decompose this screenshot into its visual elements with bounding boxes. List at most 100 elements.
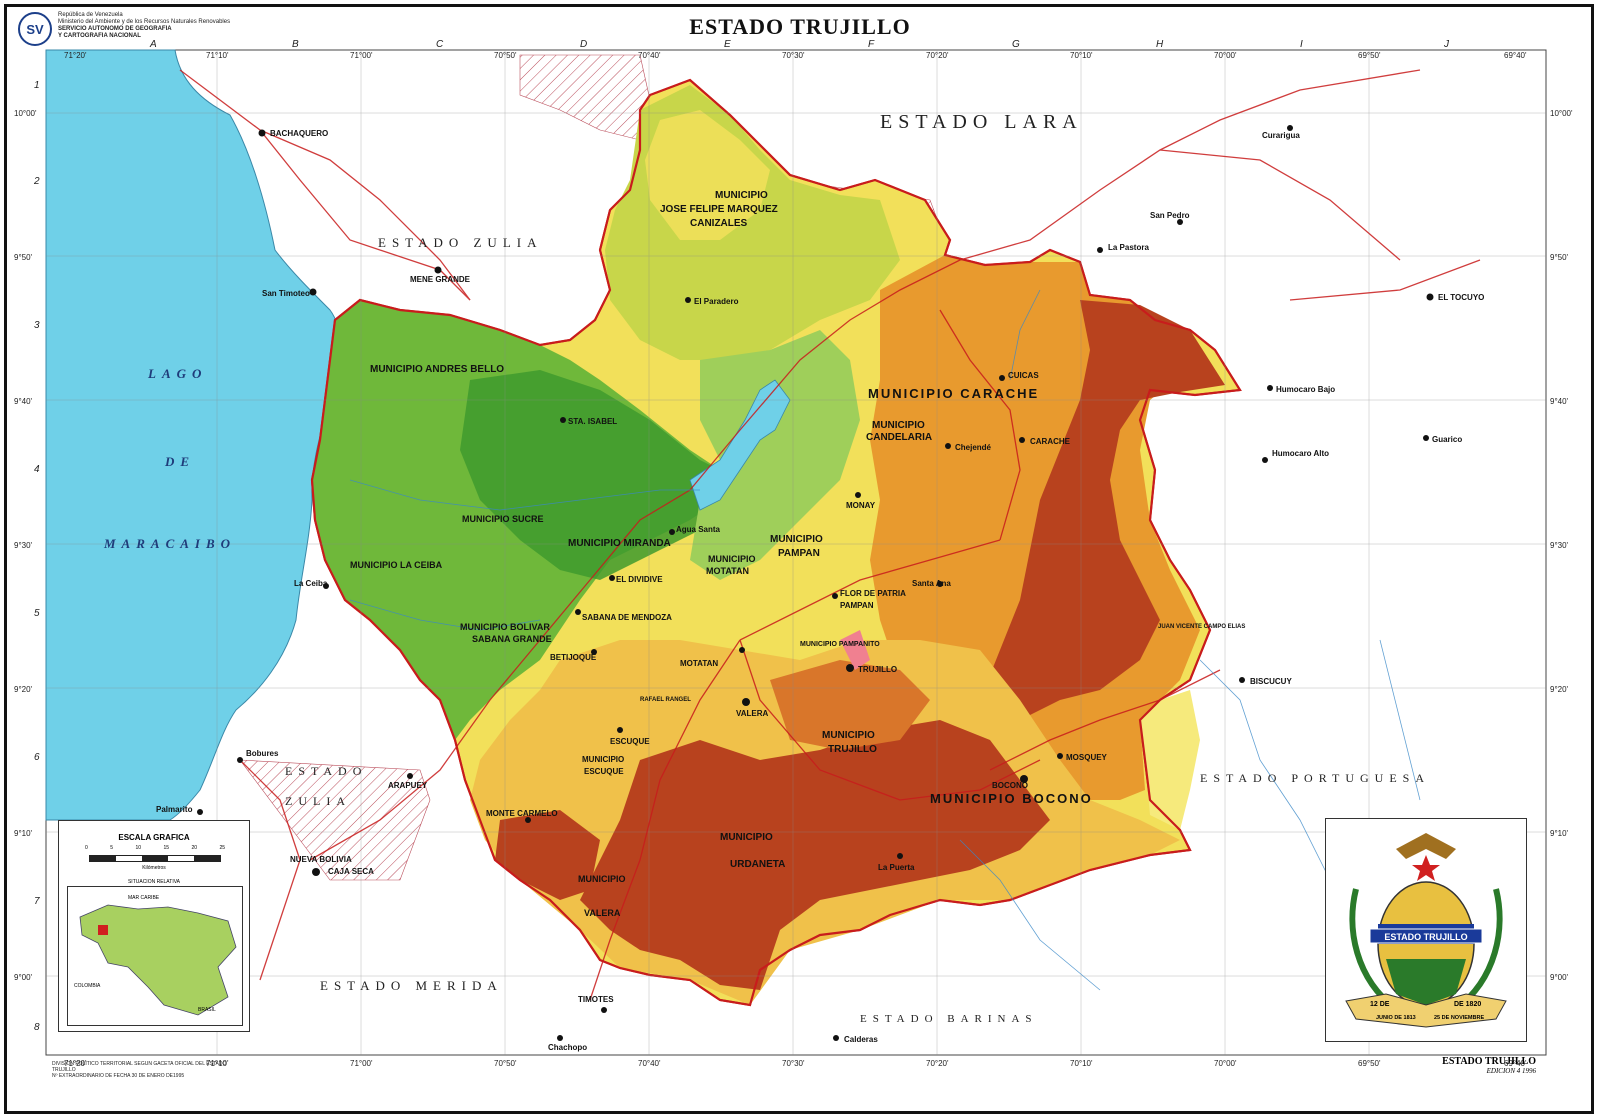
grid-column-letters: A B C D E F G H I J bbox=[149, 39, 1450, 50]
inset-trujillo-marker bbox=[98, 925, 108, 935]
lat-left-1: 9°50' bbox=[14, 253, 33, 262]
grid-lines bbox=[46, 50, 1546, 1055]
city-label-bachaquero: BACHAQUERO bbox=[270, 129, 328, 138]
city-dot-san-timoteo bbox=[309, 288, 317, 296]
elevation-green-dark bbox=[460, 370, 740, 580]
lon-top-0: 71°20' bbox=[64, 51, 87, 60]
city-dot-san-pedro bbox=[1177, 219, 1183, 225]
city-dot-arapuey bbox=[407, 773, 413, 779]
city-dot-la-puerta bbox=[897, 853, 903, 859]
city-label-timotes: TIMOTES bbox=[578, 995, 614, 1004]
city-dot-chejende bbox=[945, 443, 951, 449]
city-dot-betijoque bbox=[591, 649, 597, 655]
coat-banner: ESTADO TRUJILLO bbox=[1384, 932, 1467, 942]
lon-top-3: 70°50' bbox=[494, 51, 517, 60]
city-label-valera: VALERA bbox=[736, 709, 769, 718]
city-dot-sabana-mendoza bbox=[575, 609, 581, 615]
muni-escuque-2: ESCUQUE bbox=[584, 767, 624, 776]
lon-top-9: 69°50' bbox=[1358, 51, 1381, 60]
agency-logo: SV República de Venezuela Ministerio del… bbox=[18, 12, 230, 46]
inset-brasil-label: BRASIL bbox=[198, 1007, 216, 1013]
city-dot-cuicas bbox=[999, 375, 1005, 381]
muni-la-ceiba: MUNICIPIO LA CEIBA bbox=[350, 560, 443, 570]
lat-right-3: 9°30' bbox=[1550, 541, 1569, 550]
city-dot-monay bbox=[855, 492, 861, 498]
city-label-mosquey: MOSQUEY bbox=[1066, 753, 1108, 762]
city-label-humocaro-alto: Humocaro Alto bbox=[1272, 449, 1329, 458]
city-dot-guarico bbox=[1423, 435, 1429, 441]
lat-left-6: 9°00' bbox=[14, 973, 33, 982]
lon-top-2: 71°00' bbox=[350, 51, 373, 60]
scale-bar bbox=[89, 855, 221, 862]
row-num-4: 4 bbox=[34, 464, 40, 475]
col-letter-b: B bbox=[292, 39, 299, 50]
lon-top-10: 69°40' bbox=[1504, 51, 1527, 60]
city-dot-calderas bbox=[833, 1035, 839, 1041]
city-label-monte-carmelo: MONTE CARMELO bbox=[486, 809, 558, 818]
city-label-curarigua: Curarigua bbox=[1262, 131, 1300, 140]
row-num-7: 7 bbox=[34, 896, 40, 907]
bottom-longitudes: 71°20' 71°10' 71°00' 70°50' 70°40' 70°30… bbox=[64, 1059, 1527, 1068]
city-label-monay: MONAY bbox=[846, 501, 876, 510]
row-num-5: 5 bbox=[34, 608, 40, 619]
city-dot-biscucuy bbox=[1239, 677, 1245, 683]
row-num-3: 3 bbox=[34, 320, 40, 331]
agency-line-1: República de Venezuela bbox=[58, 12, 123, 18]
city-label-humocaro-bajo: Humocaro Bajo bbox=[1276, 385, 1335, 394]
scale-tick-2: 10 bbox=[135, 845, 141, 851]
muni-urdaneta-2: URDANETA bbox=[730, 859, 785, 870]
col-letter-h: H bbox=[1156, 39, 1164, 50]
agency-emblem-icon: SV bbox=[18, 12, 52, 46]
muni-motatan-1: MUNICIPIO bbox=[708, 554, 756, 564]
city-dot-sta-isabel bbox=[560, 417, 566, 423]
lon-bot-5: 70°30' bbox=[782, 1059, 805, 1068]
footnote-line-2: Nº EXTRAORDINARIO DE FECHA 30 DE ENERO D… bbox=[52, 1073, 185, 1079]
city-dot-flor-patria bbox=[832, 593, 838, 599]
row-num-8: 8 bbox=[34, 1022, 40, 1033]
col-letter-i: I bbox=[1300, 39, 1303, 50]
lake-label-line3: MARACAIBO bbox=[103, 536, 236, 551]
label-estado-lara: ESTADO LARA bbox=[880, 111, 1083, 133]
agency-line-3: SERVICIO AUTONOMO DE GEOGRAFIA bbox=[58, 26, 172, 32]
elevation-redbrown-southwest bbox=[495, 810, 600, 900]
lon-top-7: 70°10' bbox=[1070, 51, 1093, 60]
lon-bot-0: 71°20' bbox=[64, 1059, 87, 1068]
row-num-6: 6 bbox=[34, 752, 40, 763]
city-dot-bachaquero bbox=[258, 129, 266, 137]
lat-right-1: 9°50' bbox=[1550, 253, 1569, 262]
scale-tick-5: 25 bbox=[219, 845, 225, 851]
coat-of-arms-icon: ESTADO TRUJILLO 12 DE DE 1820 JUNIO DE 1… bbox=[1345, 833, 1507, 1028]
col-letter-a: A bbox=[149, 39, 157, 50]
scale-unit: Kilómetros bbox=[142, 865, 166, 871]
city-dot-carache bbox=[1019, 437, 1025, 443]
lat-left-5: 9°10' bbox=[14, 829, 33, 838]
city-dot-santa-ana bbox=[937, 581, 943, 587]
lat-right-5: 9°10' bbox=[1550, 829, 1569, 838]
ribbon-right: DE 1820 bbox=[1454, 1001, 1481, 1008]
city-label-sabana-mendoza: SABANA DE MENDOZA bbox=[582, 613, 672, 622]
scale-tick-3: 15 bbox=[163, 845, 169, 851]
city-label-bocono: BOCONO bbox=[992, 781, 1028, 790]
inset-sea-label: MAR CARIBE bbox=[128, 895, 160, 901]
lon-bot-6: 70°20' bbox=[926, 1059, 949, 1068]
elevation-lightgreen-center bbox=[690, 330, 860, 580]
situation-inset-map: MAR CARIBE COLOMBIA BRASIL bbox=[67, 886, 243, 1026]
lon-top-6: 70°20' bbox=[926, 51, 949, 60]
city-markers bbox=[197, 125, 1434, 1041]
city-label-mene-grande: MENE GRANDE bbox=[410, 275, 471, 284]
disputed-zone-southwest bbox=[239, 759, 431, 881]
col-letter-g: G bbox=[1012, 39, 1020, 50]
city-label-biscucuy: BISCUCUY bbox=[1250, 677, 1292, 686]
muni-jose-felipe-2: JOSE FELIPE MARQUEZ bbox=[660, 204, 778, 215]
col-letter-d: D bbox=[580, 39, 587, 50]
city-dot-bocono bbox=[1020, 775, 1028, 783]
ribbon-bottom-right: 25 DE NOVIEMBRE bbox=[1434, 1015, 1484, 1021]
muni-andres-bello: MUNICIPIO ANDRES BELLO bbox=[370, 364, 504, 375]
muni-carache: MUNICIPIO CARACHE bbox=[868, 386, 1039, 401]
edition-block: ESTADO TRUJILLO EDICION 4 1996 bbox=[1442, 1056, 1536, 1075]
reservoir-lower bbox=[840, 630, 870, 670]
city-dot-valera bbox=[742, 698, 750, 706]
city-label-carache: CARACHE bbox=[1030, 437, 1071, 446]
city-label-la-pastora: La Pastora bbox=[1108, 243, 1149, 252]
